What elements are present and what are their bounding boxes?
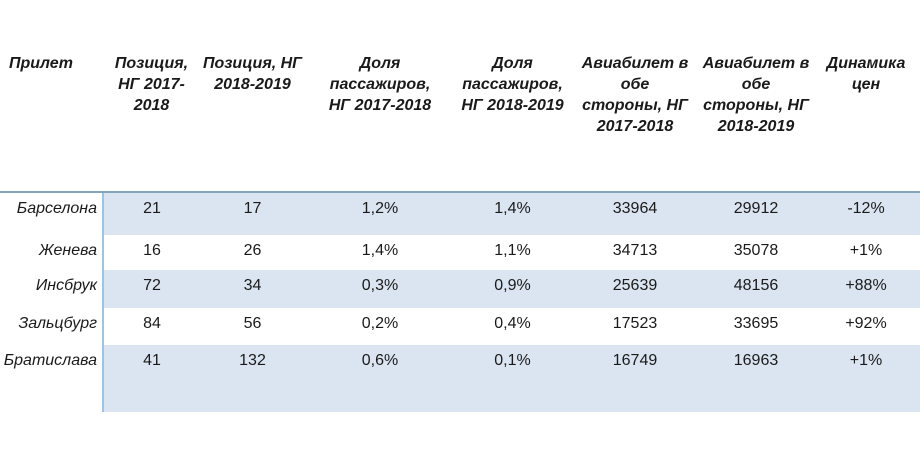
table-row: Зальцбург 84 56 0,2% 0,4% 17523 33695 +9…: [0, 308, 920, 345]
city-cell: Зальцбург: [0, 308, 103, 345]
value-cell: 1,2%: [305, 192, 455, 235]
column-header-passenger-share-ny-2017-2018: Доля пассажиров, НГ 2017-2018: [305, 45, 455, 193]
value-cell: 33964: [570, 192, 700, 235]
value-cell: 1,1%: [455, 235, 570, 270]
value-cell: +1%: [812, 235, 920, 270]
value-cell: 0,2%: [305, 308, 455, 345]
header-row: Прилет Позиция, НГ 2017- 2018 Позиция, Н…: [0, 45, 920, 193]
column-header-position-ny-2018-2019: Позиция, НГ 2018-2019: [200, 45, 305, 193]
value-cell: 1,4%: [455, 192, 570, 235]
value-cell: 16963: [700, 345, 812, 412]
column-header-position-ny-2017-2018: Позиция, НГ 2017- 2018: [103, 45, 200, 193]
value-cell: 0,1%: [455, 345, 570, 412]
value-cell: 0,6%: [305, 345, 455, 412]
value-cell: 35078: [700, 235, 812, 270]
city-cell: Братислава: [0, 345, 103, 412]
value-cell: 16: [102, 235, 200, 270]
value-cell: 41: [102, 345, 200, 412]
table-header: Прилет Позиция, НГ 2017- 2018 Позиция, Н…: [0, 45, 920, 193]
value-cell: 17: [200, 192, 305, 235]
column-header-roundtrip-ticket-ny-2018-2019: Авиабилет в обе стороны, НГ 2018-2019: [700, 45, 812, 193]
column-header-price-dynamics: Динамика цен: [812, 45, 920, 193]
city-cell: Инсбрук: [0, 270, 103, 308]
value-cell: 84: [102, 308, 200, 345]
value-cell: 132: [200, 345, 305, 412]
value-cell: 0,4%: [455, 308, 570, 345]
table-row: Женева 16 26 1,4% 1,1% 34713 35078 +1%: [0, 235, 920, 270]
value-cell: 34: [200, 270, 305, 308]
value-cell: +88%: [812, 270, 920, 308]
value-cell: 48156: [700, 270, 812, 308]
table-row: Братислава 41 132 0,6% 0,1% 16749 16963 …: [0, 345, 920, 412]
value-cell: 33695: [700, 308, 812, 345]
value-cell: 17523: [570, 308, 700, 345]
city-cell: Барселона: [0, 192, 103, 235]
value-cell: 26: [200, 235, 305, 270]
column-header-passenger-share-ny-2018-2019: Доля пассажиров, НГ 2018-2019: [455, 45, 570, 193]
destination-price-table: Прилет Позиция, НГ 2017- 2018 Позиция, Н…: [0, 45, 920, 412]
value-cell: 34713: [570, 235, 700, 270]
value-cell: -12%: [812, 192, 920, 235]
value-cell: 72: [102, 270, 200, 308]
city-cell: Женева: [0, 235, 103, 270]
value-cell: 1,4%: [305, 235, 455, 270]
value-cell: 16749: [570, 345, 700, 412]
table-body: Барселона 21 17 1,2% 1,4% 33964 29912 -1…: [0, 192, 920, 412]
column-header-roundtrip-ticket-ny-2017-2018: Авиабилет в обе стороны, НГ 2017-2018: [570, 45, 700, 193]
table-row: Барселона 21 17 1,2% 1,4% 33964 29912 -1…: [0, 192, 920, 235]
column-header-arrival: Прилет: [0, 45, 103, 193]
value-cell: 0,3%: [305, 270, 455, 308]
value-cell: 29912: [700, 192, 812, 235]
value-cell: 25639: [570, 270, 700, 308]
value-cell: 56: [200, 308, 305, 345]
value-cell: 21: [102, 192, 200, 235]
value-cell: +1%: [812, 345, 920, 412]
table-row: Инсбрук 72 34 0,3% 0,9% 25639 48156 +88%: [0, 270, 920, 308]
value-cell: 0,9%: [455, 270, 570, 308]
value-cell: +92%: [812, 308, 920, 345]
